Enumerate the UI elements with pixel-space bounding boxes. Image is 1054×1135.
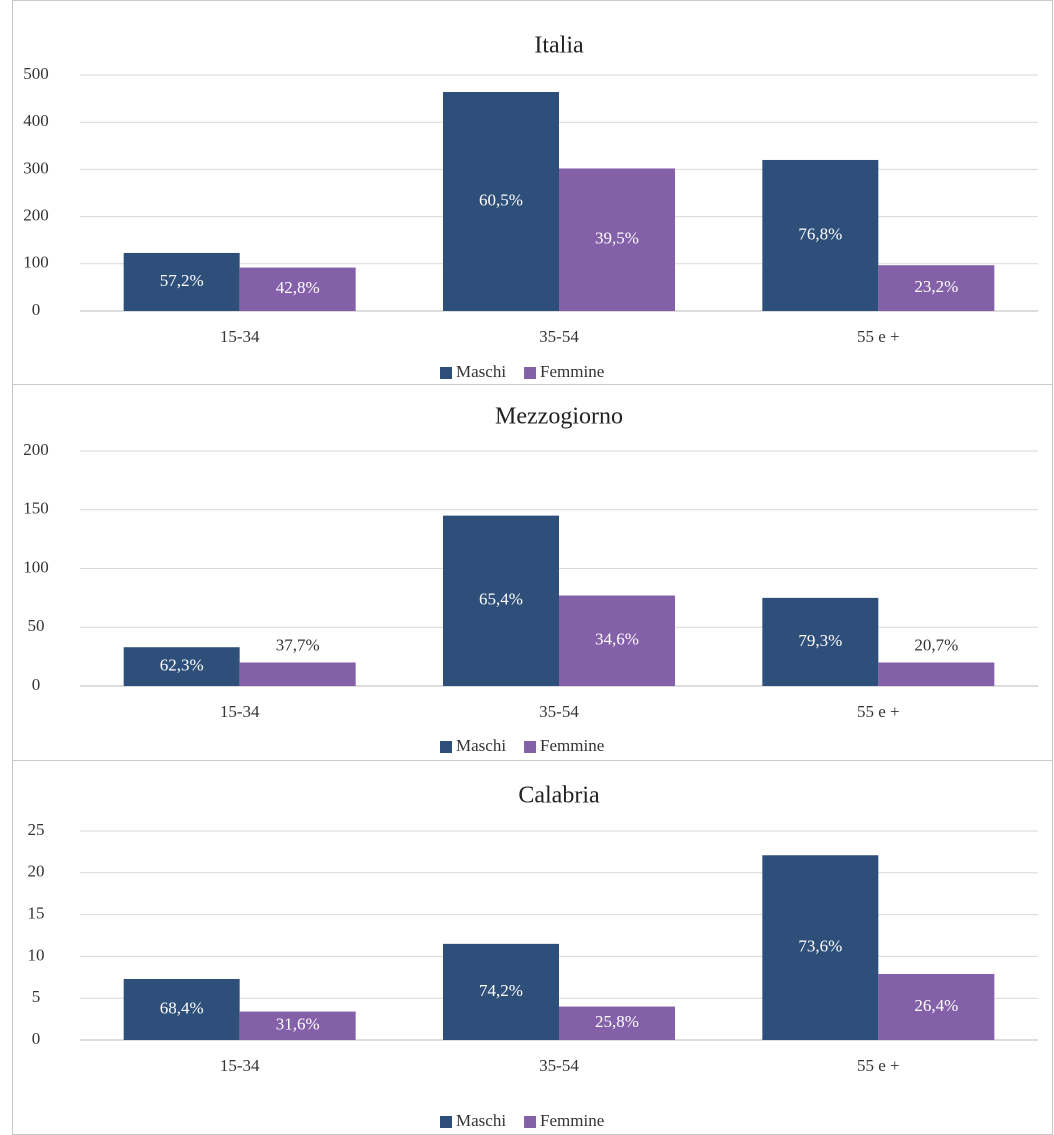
bar-label: 74,2%: [479, 981, 523, 1000]
y-tick-label: 100: [23, 557, 49, 576]
bar-label: 60,5%: [479, 190, 523, 209]
bar-label: 73,6%: [798, 937, 842, 956]
x-tick-label: 35-54: [539, 1056, 579, 1075]
x-tick-label: 55 e +: [857, 1056, 900, 1075]
bar: [762, 159, 879, 311]
bar: [878, 662, 995, 686]
legend-swatch: [524, 1116, 537, 1128]
bar: [762, 597, 879, 686]
bar-label: 25,8%: [595, 1012, 639, 1031]
x-tick-label: 15-34: [220, 1056, 260, 1075]
y-tick-label: 150: [23, 499, 49, 518]
bar-label: 20,7%: [914, 635, 958, 654]
x-tick-label: 55 e +: [857, 327, 900, 346]
bar: [123, 252, 240, 311]
bar: [559, 595, 675, 686]
legend-label: Maschi: [456, 1111, 506, 1130]
x-tick-label: 15-34: [220, 702, 260, 721]
bar-label: 31,6%: [276, 1015, 320, 1034]
y-tick-label: 15: [28, 904, 45, 923]
y-tick-label: 100: [23, 253, 49, 272]
y-tick-label: 0: [32, 300, 41, 319]
legend-label: Maschi: [456, 362, 506, 381]
bar-label: 57,2%: [160, 271, 204, 290]
bar-label: 79,3%: [798, 631, 842, 650]
y-tick-label: 50: [28, 616, 45, 635]
y-tick-label: 0: [32, 1029, 41, 1048]
x-tick-label: 35-54: [539, 702, 579, 721]
bar: [123, 978, 240, 1040]
bar: [878, 973, 995, 1040]
legend-label: Femmine: [540, 736, 604, 755]
bar: [559, 168, 675, 311]
bar-label: 23,2%: [914, 277, 958, 296]
legend-label: Femmine: [540, 1111, 604, 1130]
bar: [443, 515, 559, 686]
y-tick-label: 200: [23, 440, 49, 459]
y-tick-label: 300: [23, 158, 49, 177]
bar-label: 65,4%: [479, 590, 523, 609]
bar-label: 42,8%: [276, 278, 320, 297]
y-tick-label: 0: [32, 675, 41, 694]
legend-swatch: [440, 741, 452, 753]
bar-label: 34,6%: [595, 630, 639, 649]
bar: [762, 855, 879, 1040]
bar-label: 37,7%: [276, 635, 320, 654]
chart-title: Mezzogiorno: [495, 404, 623, 430]
y-tick-label: 5: [32, 987, 41, 1006]
bar: [239, 1011, 356, 1040]
bar: [559, 1006, 675, 1040]
bar: [239, 662, 356, 686]
x-tick-label: 15-34: [220, 327, 260, 346]
chart-title: Italia: [534, 33, 584, 59]
bar: [878, 265, 995, 311]
y-tick-label: 400: [23, 111, 49, 130]
bar-label: 62,3%: [160, 656, 204, 675]
x-tick-label: 55 e +: [857, 702, 900, 721]
y-tick-label: 10: [28, 945, 45, 964]
bar-label: 39,5%: [595, 229, 639, 248]
y-tick-label: 200: [23, 206, 49, 225]
y-tick-label: 20: [28, 862, 45, 881]
y-tick-label: 500: [23, 64, 49, 83]
x-tick-label: 35-54: [539, 327, 579, 346]
legend-swatch: [524, 741, 537, 753]
legend-swatch: [440, 1116, 452, 1128]
bar-label: 26,4%: [914, 996, 958, 1015]
legend-label: Femmine: [540, 362, 604, 381]
legend-swatch: [524, 367, 537, 379]
bar: [123, 647, 240, 686]
legend-swatch: [440, 367, 452, 379]
bar-label: 76,8%: [798, 224, 842, 243]
bar-label: 68,4%: [160, 998, 204, 1017]
bar: [443, 943, 559, 1040]
bar: [239, 267, 356, 311]
y-tick-label: 25: [28, 820, 45, 839]
bar: [443, 91, 559, 311]
legend-label: Maschi: [456, 736, 506, 755]
chart-title: Calabria: [518, 783, 600, 809]
